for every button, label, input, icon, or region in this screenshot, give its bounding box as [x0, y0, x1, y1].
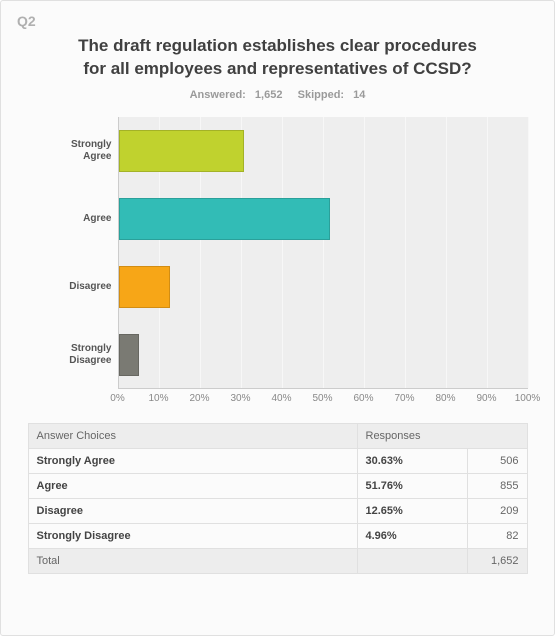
row-label: Strongly Disagree: [28, 523, 357, 548]
x-tick-label: 30%: [230, 393, 250, 404]
row-percent: 51.76%: [357, 473, 467, 498]
x-tick-label: 50%: [312, 393, 332, 404]
y-axis-label: Agree: [28, 185, 118, 253]
table-row: Disagree12.65%209: [28, 498, 527, 523]
total-label: Total: [28, 548, 357, 573]
bar: [119, 266, 171, 308]
bar: [119, 130, 244, 172]
question-title: The draft regulation establishes clear p…: [68, 35, 488, 81]
table-row: Strongly Disagree4.96%82: [28, 523, 527, 548]
x-tick-label: 40%: [271, 393, 291, 404]
bar-chart: StronglyAgreeAgreeDisagreeStronglyDisagr…: [28, 117, 528, 413]
x-axis: 0%10%20%30%40%50%60%70%80%90%100%: [118, 389, 528, 413]
bar-row: [119, 185, 528, 253]
total-value: 1,652: [467, 548, 527, 573]
row-count: 209: [467, 498, 527, 523]
bar-row: [119, 117, 528, 185]
x-tick-label: 90%: [476, 393, 496, 404]
skipped-label: Skipped:: [298, 89, 344, 101]
results-table: Answer Choices Responses Strongly Agree3…: [28, 423, 528, 574]
x-tick-label: 20%: [189, 393, 209, 404]
row-label: Agree: [28, 473, 357, 498]
x-tick-label: 100%: [515, 393, 541, 404]
row-percent: 30.63%: [357, 448, 467, 473]
bar-row: [119, 253, 528, 321]
x-tick-label: 80%: [435, 393, 455, 404]
row-count: 855: [467, 473, 527, 498]
header-responses: Responses: [357, 423, 527, 448]
table-row: Strongly Agree30.63%506: [28, 448, 527, 473]
y-axis-label: StronglyAgree: [28, 117, 118, 185]
x-tick-label: 0%: [110, 393, 124, 404]
table-body: Strongly Agree30.63%506Agree51.76%855Dis…: [28, 448, 527, 548]
answered-value: 1,652: [255, 89, 283, 101]
y-axis-labels: StronglyAgreeAgreeDisagreeStronglyDisagr…: [28, 117, 118, 389]
gridline: [528, 117, 529, 388]
answered-label: Answered:: [190, 89, 246, 101]
question-id: Q2: [17, 13, 540, 29]
x-tick-label: 70%: [394, 393, 414, 404]
x-tick-label: 10%: [148, 393, 168, 404]
plot-area: [118, 117, 528, 389]
row-label: Disagree: [28, 498, 357, 523]
row-count: 506: [467, 448, 527, 473]
header-choices: Answer Choices: [28, 423, 357, 448]
y-axis-label: StronglyDisagree: [28, 321, 118, 389]
x-tick-label: 60%: [353, 393, 373, 404]
bar: [119, 198, 331, 240]
response-meta: Answered: 1,652 Skipped: 14: [15, 89, 540, 101]
row-count: 82: [467, 523, 527, 548]
survey-question-card: Q2 The draft regulation establishes clea…: [0, 0, 555, 636]
skipped-value: 14: [353, 89, 365, 101]
row-label: Strongly Agree: [28, 448, 357, 473]
table-row: Agree51.76%855: [28, 473, 527, 498]
row-percent: 12.65%: [357, 498, 467, 523]
bar-row: [119, 321, 528, 389]
row-percent: 4.96%: [357, 523, 467, 548]
bar: [119, 334, 139, 376]
y-axis-label: Disagree: [28, 253, 118, 321]
